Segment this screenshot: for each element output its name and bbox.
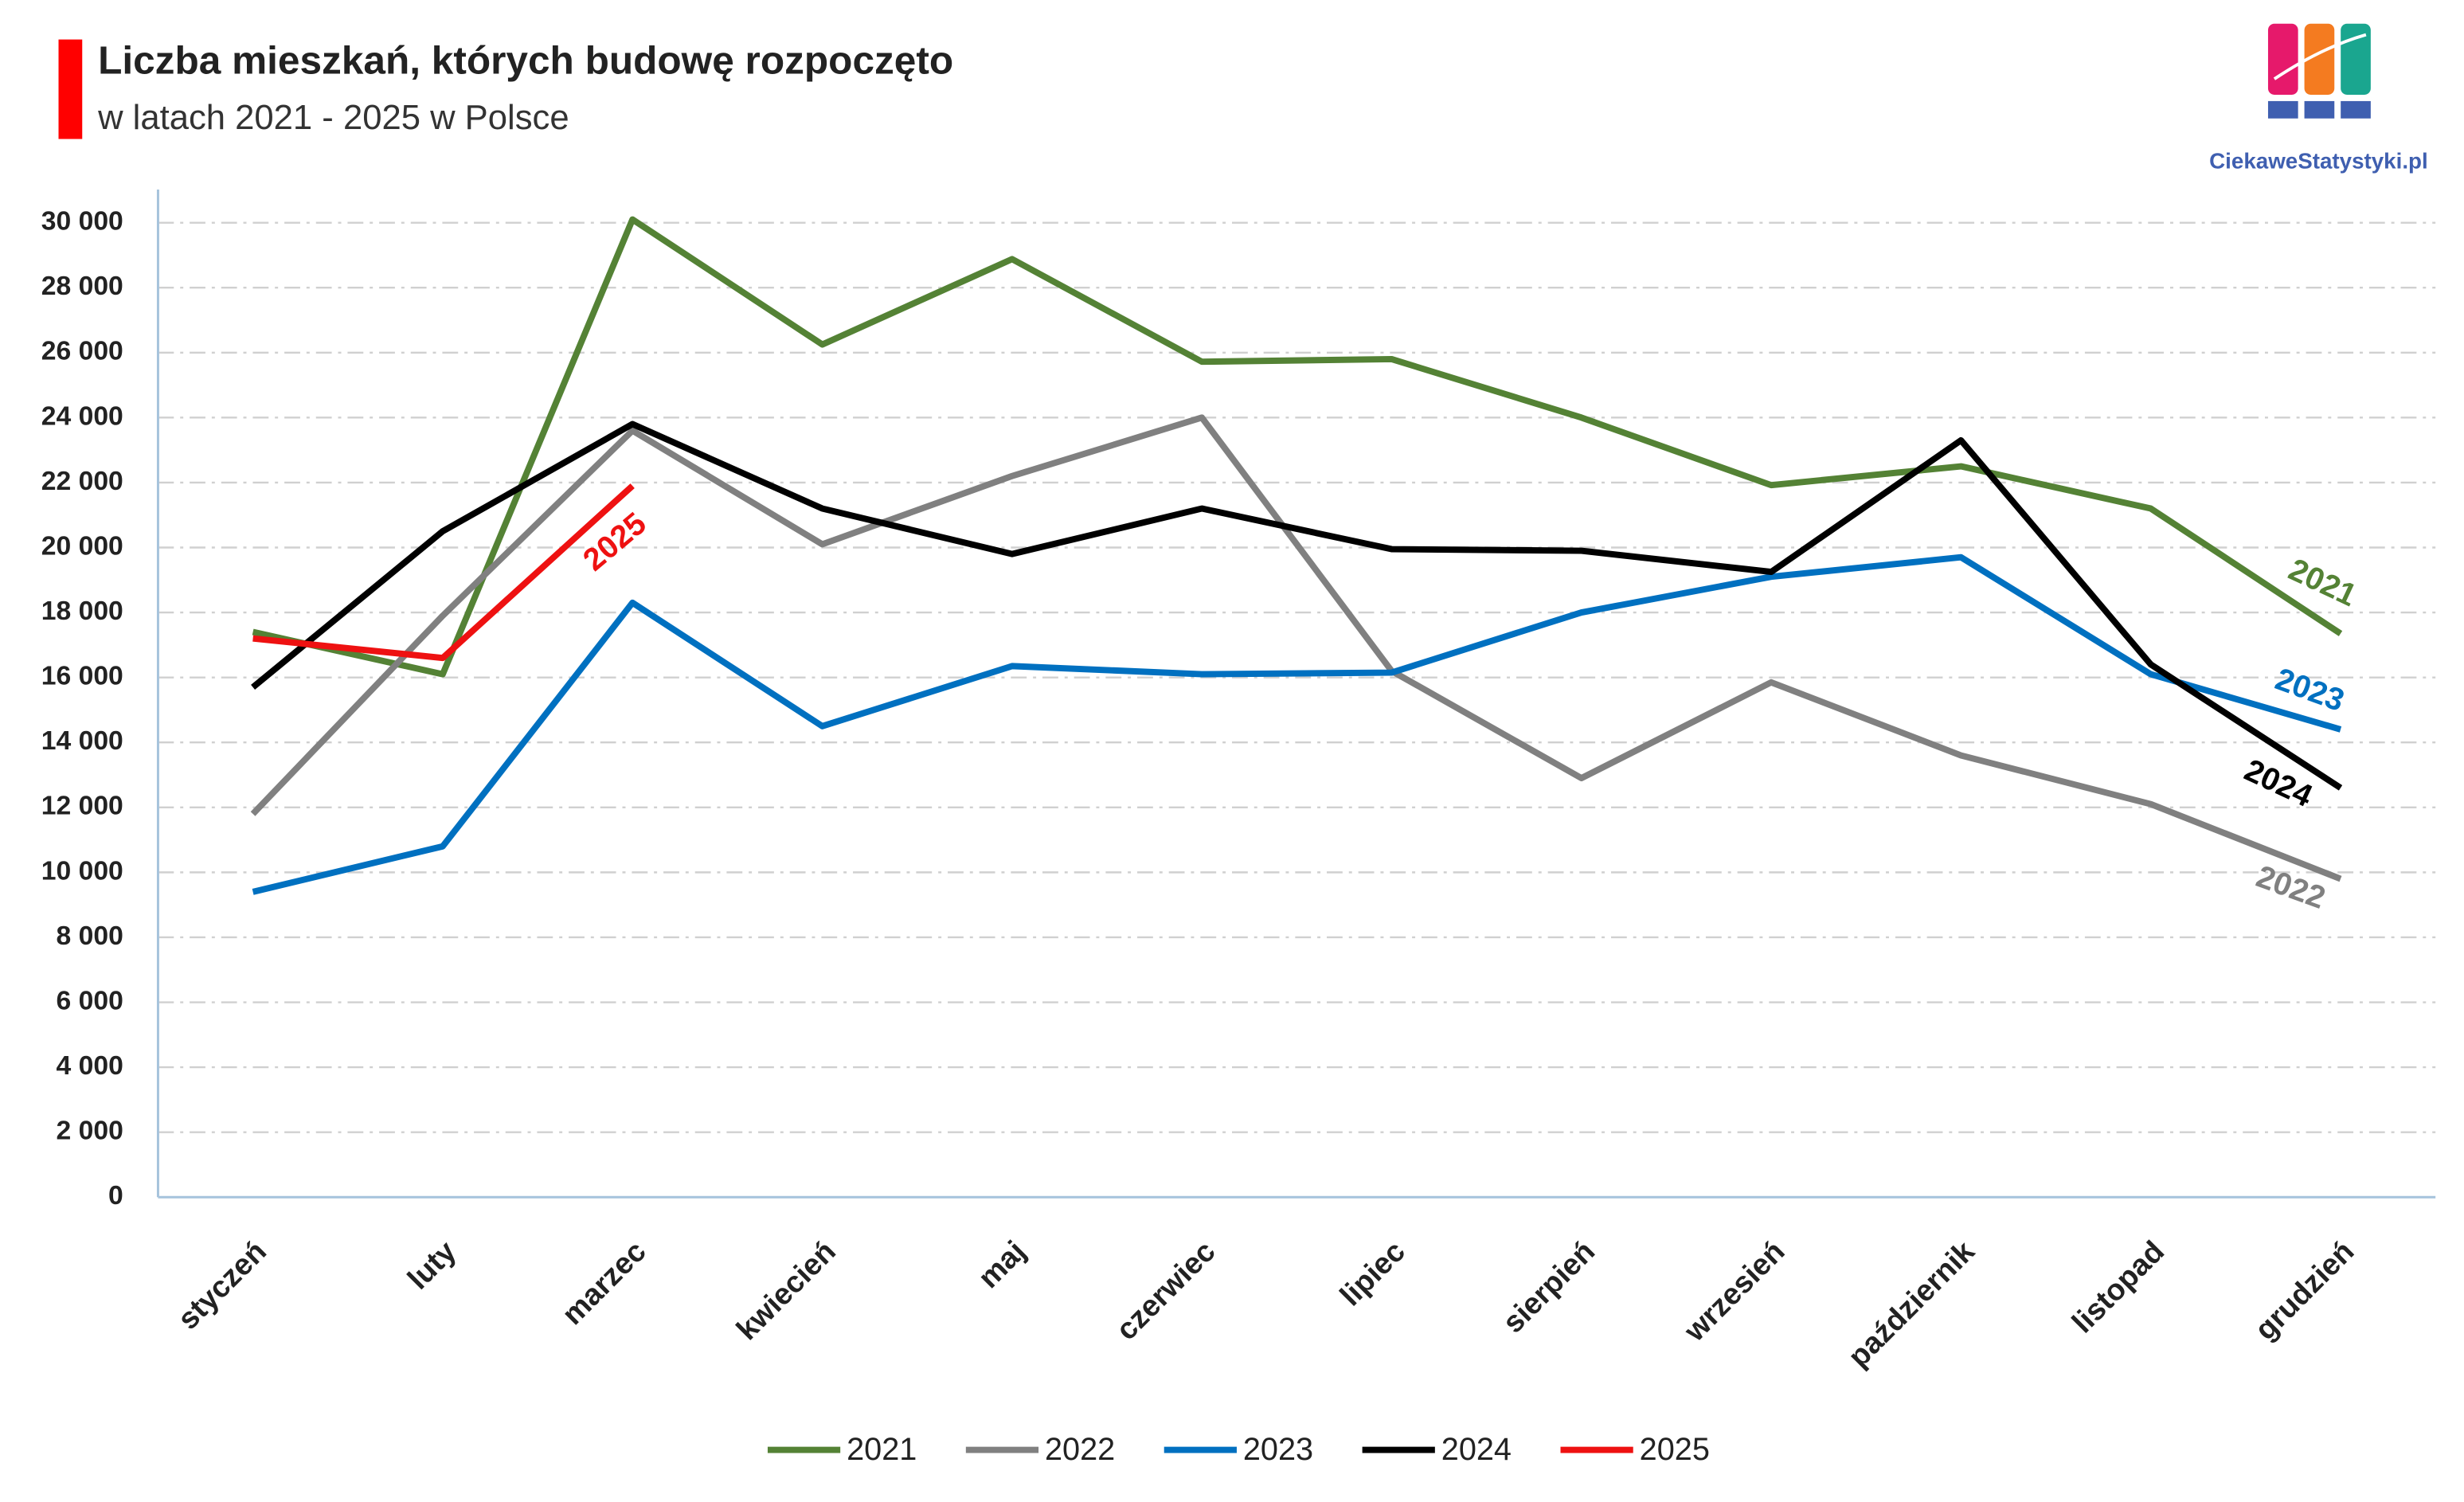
- y-tick-label: 16 000: [41, 661, 123, 691]
- series-line: [252, 483, 635, 662]
- legend-label: 2025: [1640, 1432, 1710, 1467]
- y-tick-label: 2 000: [56, 1116, 123, 1146]
- legend-label: 2024: [1441, 1432, 1512, 1467]
- series-line: [250, 414, 2342, 882]
- y-tick-label: 28 000: [41, 271, 123, 301]
- series-line: [251, 420, 2343, 791]
- series-line: [252, 553, 2342, 895]
- y-tick-label: 30 000: [41, 206, 123, 237]
- logo-icon: [2267, 23, 2371, 119]
- legend-label: 2022: [1045, 1432, 1115, 1467]
- y-tick-label: 18 000: [41, 596, 123, 626]
- y-tick-label: 12 000: [41, 791, 123, 821]
- legend-label: 2021: [847, 1432, 917, 1467]
- logo-text: CiekaweStatystyki.pl: [2209, 149, 2428, 174]
- title-marker: [58, 39, 83, 139]
- y-tick-label: 24 000: [41, 401, 123, 431]
- chart-title: Liczba mieszkań, których budowę rozpoczę…: [98, 37, 953, 82]
- legend-label: 2023: [1243, 1432, 1313, 1467]
- y-tick-label: 0: [108, 1180, 123, 1211]
- y-tick-label: 26 000: [41, 336, 123, 366]
- y-tick-label: 14 000: [41, 726, 123, 756]
- y-tick-label: 22 000: [41, 466, 123, 496]
- y-tick-label: 10 000: [41, 855, 123, 886]
- chart-subtitle: w latach 2021 - 2025 w Polsce: [97, 99, 569, 137]
- y-tick-label: 4 000: [56, 1050, 123, 1081]
- y-tick-label: 20 000: [41, 530, 123, 561]
- y-tick-label: 6 000: [56, 985, 123, 1015]
- y-tick-label: 8 000: [56, 921, 123, 951]
